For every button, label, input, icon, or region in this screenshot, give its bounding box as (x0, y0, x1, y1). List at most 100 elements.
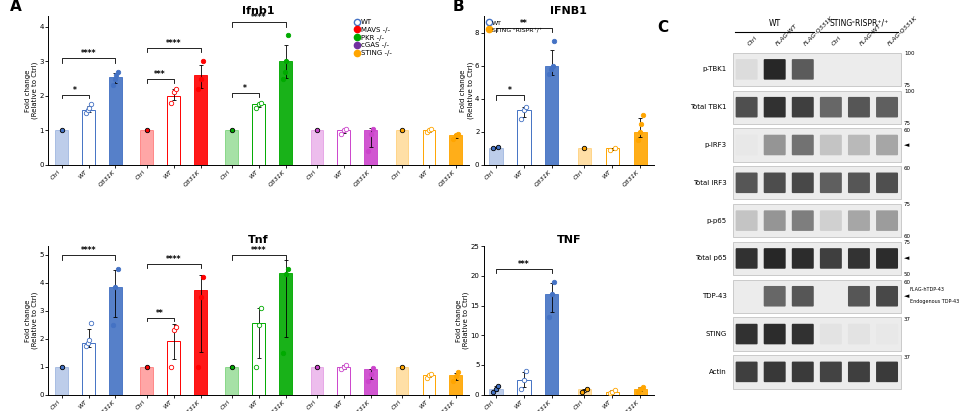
FancyBboxPatch shape (763, 135, 786, 155)
FancyBboxPatch shape (820, 210, 842, 231)
Bar (310, 367, 323, 395)
FancyBboxPatch shape (876, 324, 898, 344)
Text: ****: **** (166, 39, 181, 48)
Bar (310, 130, 323, 165)
Text: WT: WT (768, 19, 781, 28)
FancyBboxPatch shape (876, 97, 898, 118)
Bar (55, 367, 68, 395)
FancyBboxPatch shape (848, 97, 870, 118)
Bar (280, 61, 292, 165)
FancyBboxPatch shape (791, 135, 814, 155)
Text: 75: 75 (904, 83, 911, 88)
Title: Ifnb1: Ifnb1 (242, 6, 275, 16)
FancyBboxPatch shape (736, 97, 758, 118)
Text: FLAG-hTDP-43: FLAG-hTDP-43 (910, 287, 945, 292)
Text: 75: 75 (904, 202, 911, 207)
Y-axis label: Fold change
(Relative to Ctrl): Fold change (Relative to Ctrl) (25, 292, 39, 349)
FancyBboxPatch shape (876, 362, 898, 382)
Text: ◄: ◄ (904, 256, 909, 261)
Text: *: * (73, 86, 77, 95)
Text: Actin: Actin (709, 369, 727, 375)
Bar (82, 343, 94, 395)
Text: 50: 50 (904, 272, 911, 277)
Text: ****: **** (251, 13, 266, 22)
FancyBboxPatch shape (791, 324, 814, 344)
FancyBboxPatch shape (791, 173, 814, 193)
Text: STING: STING (706, 331, 727, 337)
FancyBboxPatch shape (848, 210, 870, 231)
Bar (395, 130, 409, 165)
Bar (194, 290, 207, 395)
Text: ****: **** (81, 49, 96, 58)
FancyBboxPatch shape (791, 286, 814, 307)
FancyBboxPatch shape (736, 135, 758, 155)
FancyBboxPatch shape (791, 248, 814, 269)
FancyBboxPatch shape (820, 248, 842, 269)
Text: *: * (508, 86, 512, 95)
FancyBboxPatch shape (736, 248, 758, 269)
Text: STINGᶜRISPR⁺/⁺: STINGᶜRISPR⁺/⁺ (829, 19, 889, 28)
FancyBboxPatch shape (736, 210, 758, 231)
Bar (546, 294, 558, 395)
Text: 100: 100 (904, 51, 915, 56)
Bar (253, 104, 265, 165)
FancyBboxPatch shape (848, 248, 870, 269)
FancyBboxPatch shape (848, 324, 870, 344)
FancyBboxPatch shape (791, 97, 814, 118)
FancyBboxPatch shape (763, 324, 786, 344)
Text: 60: 60 (904, 279, 911, 284)
Bar (577, 389, 591, 395)
Bar (226, 130, 238, 165)
FancyBboxPatch shape (736, 59, 758, 80)
Bar (337, 367, 350, 395)
FancyBboxPatch shape (876, 173, 898, 193)
FancyBboxPatch shape (848, 362, 870, 382)
Bar (364, 369, 377, 395)
Bar (141, 130, 153, 165)
Text: TDP-43: TDP-43 (702, 293, 727, 299)
FancyBboxPatch shape (733, 242, 901, 275)
Text: Total p65: Total p65 (695, 256, 727, 261)
Bar (490, 148, 502, 165)
Text: Endogenous TDP-43: Endogenous TDP-43 (910, 300, 959, 305)
Text: ***: *** (518, 259, 529, 268)
Text: 60: 60 (904, 128, 911, 133)
Text: FLAG-WT: FLAG-WT (859, 23, 883, 47)
Bar (280, 273, 292, 395)
FancyBboxPatch shape (733, 279, 901, 313)
Bar (422, 375, 436, 395)
FancyBboxPatch shape (733, 53, 901, 86)
Bar (253, 323, 265, 395)
FancyBboxPatch shape (733, 128, 901, 162)
Bar (337, 130, 350, 165)
FancyBboxPatch shape (848, 135, 870, 155)
Bar (109, 77, 121, 165)
Bar (194, 75, 207, 165)
Bar (633, 132, 647, 165)
Text: ◄: ◄ (904, 142, 909, 148)
Text: ****: **** (166, 255, 181, 264)
FancyBboxPatch shape (733, 166, 901, 199)
Text: ****: **** (251, 246, 266, 255)
FancyBboxPatch shape (820, 324, 842, 344)
Bar (82, 110, 94, 165)
FancyBboxPatch shape (763, 97, 786, 118)
FancyBboxPatch shape (733, 204, 901, 237)
Text: C: C (657, 20, 668, 35)
FancyBboxPatch shape (733, 355, 901, 388)
FancyBboxPatch shape (848, 173, 870, 193)
FancyBboxPatch shape (820, 362, 842, 382)
Bar (168, 96, 180, 165)
FancyBboxPatch shape (736, 362, 758, 382)
FancyBboxPatch shape (791, 362, 814, 382)
Text: A: A (11, 0, 22, 14)
Text: **: ** (520, 19, 527, 28)
Bar (395, 367, 409, 395)
Y-axis label: Fold change
(Relative to Ctrl): Fold change (Relative to Ctrl) (460, 62, 473, 119)
FancyBboxPatch shape (820, 173, 842, 193)
FancyBboxPatch shape (820, 97, 842, 118)
FancyBboxPatch shape (791, 59, 814, 80)
Bar (449, 135, 462, 165)
Text: Total IRF3: Total IRF3 (693, 180, 727, 186)
FancyBboxPatch shape (763, 173, 786, 193)
